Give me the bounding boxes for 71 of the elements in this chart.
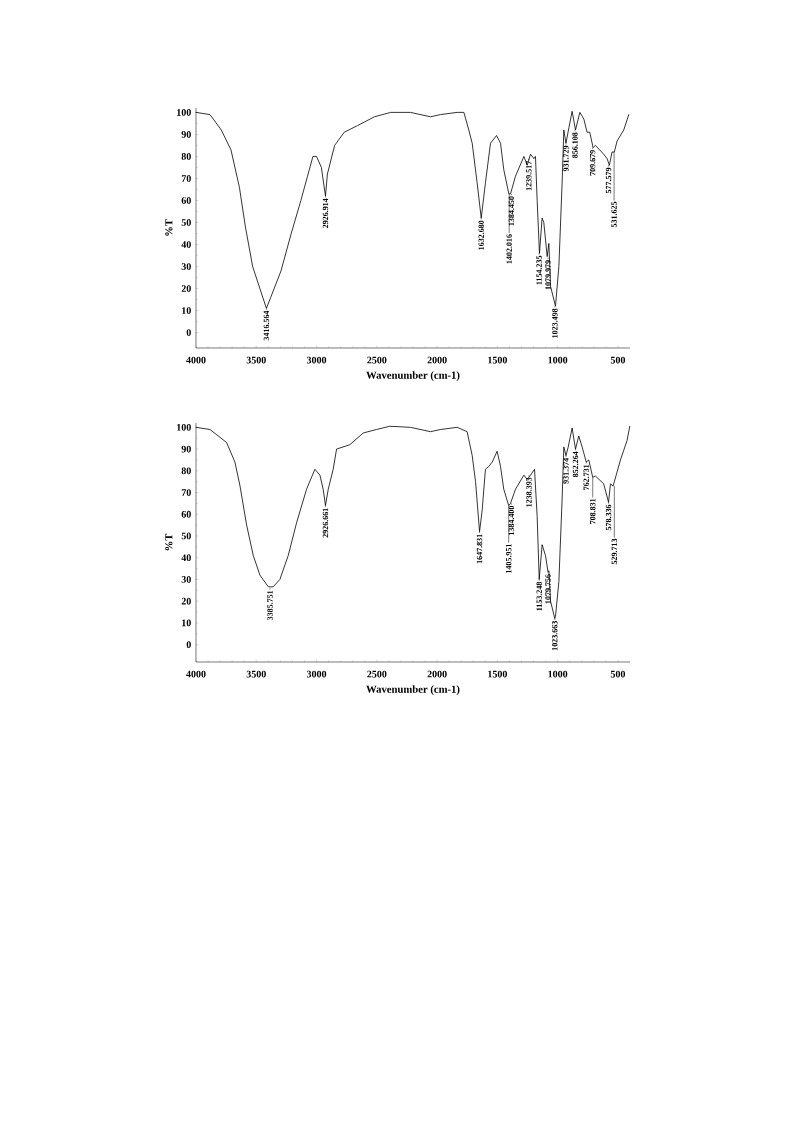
x-axis-title: Wavenumber (cm-1) [366,685,460,695]
annotation: 1384.450 [508,196,515,226]
y-tick-label: 50 [181,219,191,226]
annotation: 1023.663 [552,621,558,651]
y-tick-label: 100 [177,109,191,116]
annotation: 1384.400 [508,505,515,535]
annotation: 1023.498 [552,308,558,338]
y-axis-title: %T [165,219,173,236]
y-tick-label: 40 [181,241,191,248]
annotation: 931.729 [563,145,569,172]
y-tick-label: 80 [181,153,191,160]
x-tick-label: 3000 [306,356,327,364]
y-tick-label: 50 [181,532,191,540]
annotation: 3385.751 [267,590,273,621]
y-tick-label: 20 [181,597,191,605]
y-tick-label: 40 [181,554,191,562]
y-tick-label: 90 [181,445,191,453]
annotation: 2926.914 [322,198,329,228]
annotation: 1632.680 [478,220,484,250]
x-tick-label: 3500 [246,356,266,364]
x-tick-label: 1500 [488,670,508,678]
x-tick-label: 2000 [427,670,447,678]
x-tick-label: 3000 [306,670,327,678]
annotation: 1153.248 [536,581,542,611]
y-tick-label: 20 [181,285,191,292]
x-tick-label: 1000 [548,670,568,678]
annotation: 762.731 [583,464,589,490]
annotation: 856.108 [572,132,578,158]
y-tick-label: 100 [177,423,191,431]
x-axis-title: Wavenumber (cm-1) [366,371,460,381]
x-tick-label: 4000 [186,670,206,678]
x-tick-label: 2500 [367,670,387,678]
y-tick-label: 30 [181,263,191,270]
annotation: 531.625 [611,201,617,228]
annotation: 2926.661 [322,508,329,538]
annotation: 1402.016 [506,234,512,264]
x-tick-label: 500 [610,356,626,364]
annotation: 1647.831 [476,534,483,564]
x-tick-label: 3500 [246,670,266,678]
x-tick-label: 1500 [488,356,508,364]
annotation: 1079.979 [545,260,551,290]
annotation: 852.264 [572,451,579,478]
annotation: 1405.951 [505,544,512,573]
annotation: 1079.756 [545,574,551,604]
annotation: 708.831 [590,498,596,524]
y-axis-title: %T [165,533,173,551]
annotation: 1238.393 [526,477,532,507]
annotation: 529.713 [611,538,618,565]
x-tick-label: 2500 [367,356,387,364]
x-tick-label: 500 [610,670,626,678]
y-tick-label: 60 [181,510,191,518]
y-tick-label: 70 [181,175,191,182]
y-tick-label: 0 [186,641,191,648]
annotation: 577.579 [605,167,612,194]
x-tick-label: 1000 [548,356,568,364]
annotation: 1154.235 [536,255,542,285]
x-tick-label: 2000 [427,356,447,364]
annotation: 578.336 [605,504,612,531]
annotation: 931.374 [563,458,569,484]
y-tick-label: 10 [182,619,191,627]
y-tick-label: 60 [181,197,191,204]
y-tick-label: 70 [181,489,191,496]
annotation: 1239.517 [526,161,532,191]
y-tick-label: 90 [181,131,191,138]
y-tick-label: 30 [181,576,191,583]
y-tick-label: 0 [186,329,191,336]
y-tick-label: 80 [181,467,191,475]
y-tick-label: 10 [182,307,191,314]
x-tick-label: 4000 [186,356,206,364]
annotation: 3416.564 [263,310,270,341]
annotation: 709.679 [589,150,596,176]
